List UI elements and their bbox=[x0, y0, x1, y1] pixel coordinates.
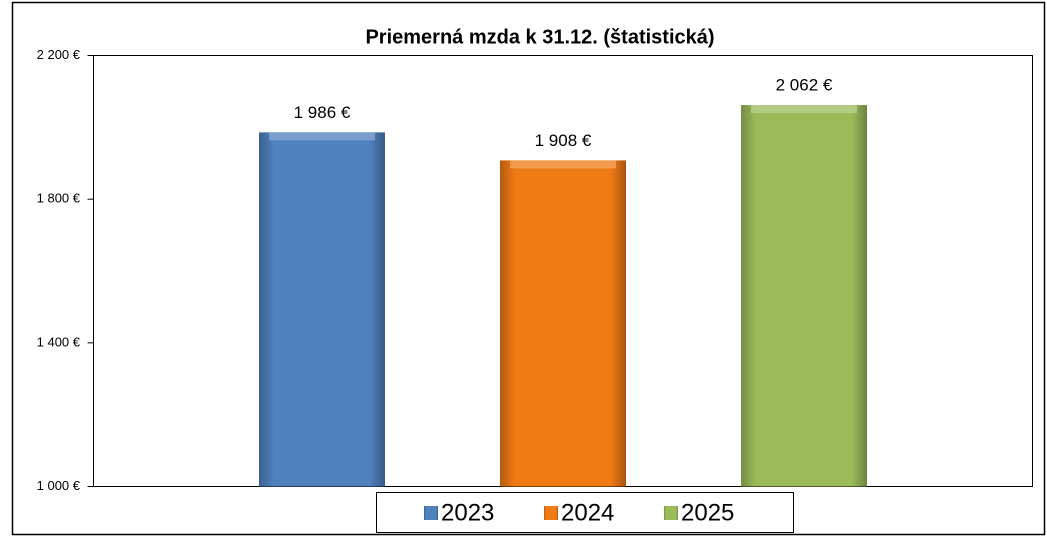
y-tick-label: 1 800 € bbox=[37, 191, 81, 206]
y-tick-label: 1 000 € bbox=[37, 478, 81, 493]
legend-swatch bbox=[424, 506, 438, 520]
legend-label: 2025 bbox=[681, 499, 734, 526]
legend-label: 2024 bbox=[561, 499, 614, 526]
legend-swatch bbox=[544, 506, 558, 520]
y-tick-label: 1 400 € bbox=[37, 334, 81, 349]
bar-bevel bbox=[751, 105, 857, 114]
legend-swatch bbox=[664, 506, 678, 520]
bar bbox=[741, 105, 867, 487]
value-label: 2 062 € bbox=[776, 76, 833, 95]
chart-title: Priemerná mzda k 31.12. (štatistická) bbox=[365, 26, 714, 48]
value-label: 1 908 € bbox=[535, 131, 592, 150]
legend-label: 2023 bbox=[441, 499, 494, 526]
value-label: 1 986 € bbox=[294, 103, 351, 122]
bar-bevel bbox=[510, 160, 616, 169]
bar bbox=[259, 132, 385, 487]
bar bbox=[500, 160, 626, 487]
y-tick-label: 2 200 € bbox=[37, 47, 81, 62]
bar-bevel bbox=[269, 132, 375, 141]
legend bbox=[376, 492, 794, 533]
